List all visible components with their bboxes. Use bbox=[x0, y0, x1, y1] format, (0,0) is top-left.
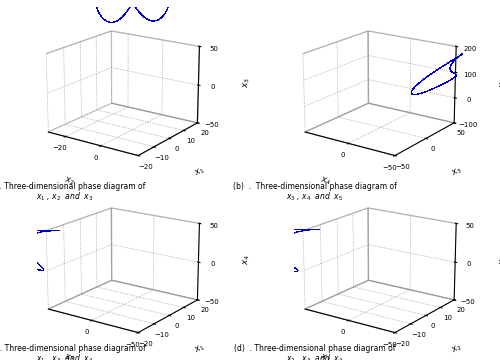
X-axis label: $x_2$: $x_2$ bbox=[63, 175, 76, 188]
Y-axis label: $x_1$: $x_1$ bbox=[193, 165, 208, 179]
Y-axis label: $x_3$: $x_3$ bbox=[450, 165, 464, 179]
Text: (a)  . Three-dimensional phase diagram of: (a) . Three-dimensional phase diagram of bbox=[0, 182, 146, 191]
Text: $x_3$ , $x_4$  and  $x_5$: $x_3$ , $x_4$ and $x_5$ bbox=[286, 191, 344, 203]
X-axis label: $x_3$: $x_3$ bbox=[320, 352, 332, 360]
X-axis label: $x_3$: $x_3$ bbox=[63, 352, 76, 360]
Y-axis label: $x_2$: $x_2$ bbox=[450, 342, 464, 356]
Text: (d)  . Three-dimensional phase diagram of: (d) . Three-dimensional phase diagram of bbox=[234, 344, 396, 353]
Text: $x_1$ , $x_3$  and  $x_4$: $x_1$ , $x_3$ and $x_4$ bbox=[36, 353, 94, 360]
Text: (c)  . Three-dimensional phase diagram of: (c) . Three-dimensional phase diagram of bbox=[0, 344, 146, 353]
Text: $x_2$ , $x_3$  and  $x_4$: $x_2$ , $x_3$ and $x_4$ bbox=[286, 353, 344, 360]
X-axis label: $x_4$: $x_4$ bbox=[320, 175, 332, 188]
Text: $x_1$ , $x_2$  and  $x_3$: $x_1$ , $x_2$ and $x_3$ bbox=[36, 191, 94, 203]
Y-axis label: $x_1$: $x_1$ bbox=[193, 342, 208, 356]
Text: (b)  .  Three-dimensional phase diagram of: (b) . Three-dimensional phase diagram of bbox=[233, 182, 397, 191]
